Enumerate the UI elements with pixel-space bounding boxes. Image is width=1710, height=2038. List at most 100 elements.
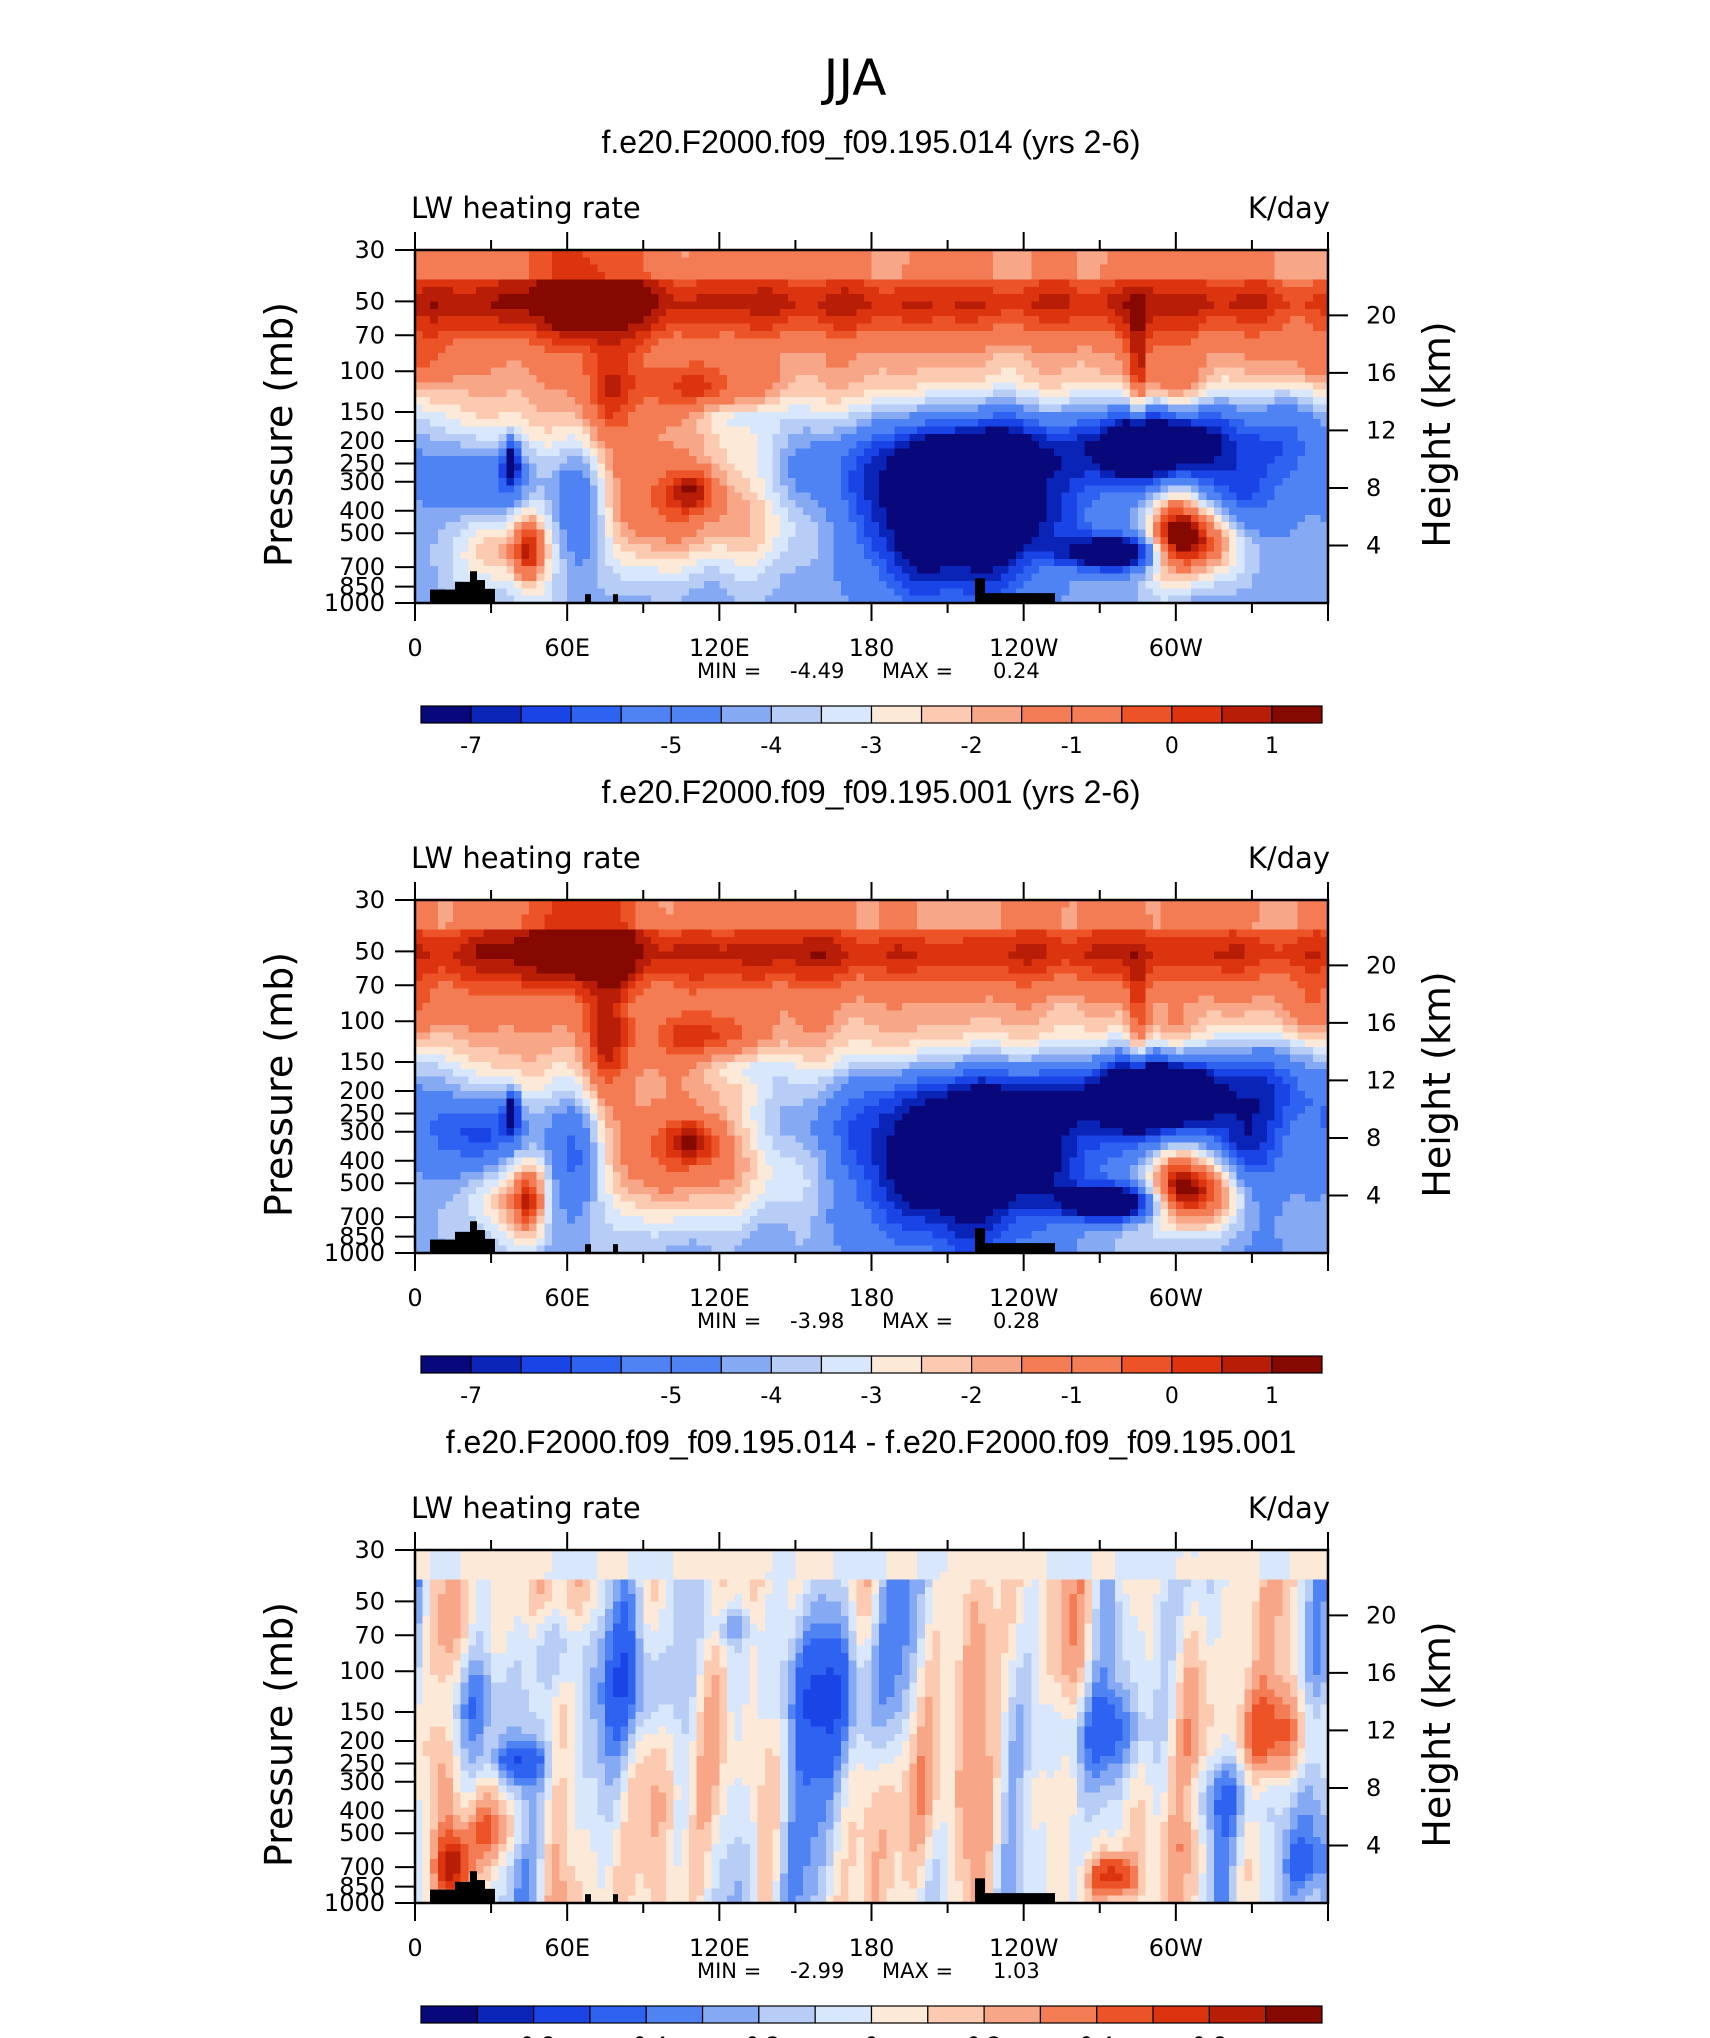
heatmap-cell bbox=[1229, 463, 1237, 471]
heatmap-cell bbox=[864, 507, 872, 515]
heatmap-cell bbox=[910, 500, 918, 508]
heatmap-cell bbox=[742, 529, 750, 537]
heatmap-cell bbox=[476, 529, 484, 537]
heatmap-cell bbox=[864, 331, 872, 339]
heatmap-cell bbox=[1168, 507, 1176, 515]
heatmap-cell bbox=[788, 529, 796, 537]
heatmap-cell bbox=[567, 485, 575, 493]
heatmap-cell bbox=[864, 316, 872, 324]
heatmap-cell bbox=[552, 441, 560, 449]
heatmap-cell bbox=[1153, 515, 1161, 523]
heatmap-cell bbox=[1275, 338, 1283, 346]
heatmap-cell bbox=[925, 544, 933, 552]
heatmap-cell bbox=[681, 257, 689, 265]
heatmap-cell bbox=[1016, 272, 1024, 280]
heatmap-cell bbox=[499, 449, 507, 457]
heatmap-cell bbox=[1031, 368, 1039, 376]
heatmap-cell bbox=[666, 434, 674, 442]
heatmap-cell bbox=[1305, 537, 1313, 545]
heatmap-cell bbox=[438, 552, 446, 560]
heatmap-cell bbox=[1039, 515, 1047, 523]
heatmap-cell bbox=[514, 552, 522, 560]
heatmap-cell bbox=[590, 456, 598, 464]
heatmap-cell bbox=[1313, 404, 1321, 412]
heatmap-cell bbox=[902, 324, 910, 332]
heatmap-cell bbox=[773, 434, 781, 442]
heatmap-cell bbox=[598, 368, 606, 376]
heatmap-cell bbox=[849, 287, 857, 295]
heatmap-cell bbox=[483, 404, 491, 412]
heatmap-cell bbox=[765, 544, 773, 552]
heatmap-cell bbox=[765, 522, 773, 530]
heatmap-cell bbox=[712, 404, 720, 412]
heatmap-cell bbox=[1069, 368, 1077, 376]
heatmap-cell bbox=[704, 552, 712, 560]
heatmap-cell bbox=[719, 353, 727, 361]
heatmap-cell bbox=[1145, 368, 1153, 376]
heatmap-cell bbox=[1130, 272, 1138, 280]
heatmap-cell bbox=[780, 463, 788, 471]
heatmap-cell bbox=[1054, 360, 1062, 368]
heatmap-cell bbox=[765, 346, 773, 354]
heatmap-cell bbox=[1229, 515, 1237, 523]
heatmap-cell bbox=[940, 537, 948, 545]
heatmap-cell bbox=[1092, 544, 1100, 552]
heatmap-cell bbox=[940, 324, 948, 332]
heatmap-cell bbox=[1221, 360, 1229, 368]
heatmap-cell bbox=[537, 331, 545, 339]
heatmap-cell bbox=[544, 390, 552, 398]
heatmap-cell bbox=[1031, 390, 1039, 398]
heatmap-cell bbox=[910, 493, 918, 501]
heatmap-cell bbox=[1085, 368, 1093, 376]
heatmap-cell bbox=[1062, 427, 1070, 435]
heatmap-cell bbox=[872, 331, 880, 339]
heatmap-cell bbox=[1054, 463, 1062, 471]
heatmap-cell bbox=[1260, 463, 1268, 471]
heatmap-cell bbox=[1214, 346, 1222, 354]
heatmap-cell bbox=[1206, 382, 1214, 390]
heatmap-cell bbox=[1024, 493, 1032, 501]
heatmap-cell bbox=[598, 463, 606, 471]
heatmap-cell bbox=[1191, 522, 1199, 530]
heatmap-cell bbox=[978, 537, 986, 545]
heatmap-cell bbox=[1062, 434, 1070, 442]
heatmap-cell bbox=[727, 434, 735, 442]
heatmap-cell bbox=[887, 397, 895, 405]
heatmap-cell bbox=[1100, 272, 1108, 280]
heatmap-cell bbox=[1069, 434, 1077, 442]
heatmap-cell bbox=[1145, 360, 1153, 368]
heatmap-cell bbox=[742, 375, 750, 383]
heatmap-cell bbox=[1085, 404, 1093, 412]
heatmap-cell bbox=[765, 331, 773, 339]
heatmap-cell bbox=[993, 338, 1001, 346]
heatmap-cell bbox=[628, 279, 636, 287]
heatmap-cell bbox=[453, 478, 461, 486]
heatmap-cell bbox=[864, 522, 872, 530]
heatmap-cell bbox=[818, 507, 826, 515]
heatmap-cell bbox=[438, 346, 446, 354]
heatmap-cell bbox=[948, 522, 956, 530]
heatmap-cell bbox=[1313, 368, 1321, 376]
heatmap-cell bbox=[529, 478, 537, 486]
heatmap-cell bbox=[750, 441, 758, 449]
heatmap-cell bbox=[1282, 434, 1290, 442]
heatmap-cell bbox=[1290, 427, 1298, 435]
heatmap-cell bbox=[1123, 427, 1131, 435]
heatmap-cell bbox=[719, 456, 727, 464]
heatmap-cell bbox=[970, 544, 978, 552]
heatmap-cell bbox=[1054, 272, 1062, 280]
heatmap-cell bbox=[780, 368, 788, 376]
heatmap-cell bbox=[529, 427, 537, 435]
heatmap-cell bbox=[1054, 441, 1062, 449]
heatmap-cell bbox=[544, 537, 552, 545]
heatmap-cell bbox=[742, 397, 750, 405]
heatmap-cell bbox=[514, 353, 522, 361]
heatmap-cell bbox=[575, 346, 583, 354]
heatmap-cell bbox=[613, 331, 621, 339]
heatmap-cell bbox=[1168, 301, 1176, 309]
heatmap-cell bbox=[963, 346, 971, 354]
heatmap-cell bbox=[1138, 434, 1146, 442]
heatmap-cell bbox=[430, 552, 438, 560]
heatmap-cell bbox=[506, 309, 514, 317]
heatmap-cell bbox=[552, 331, 560, 339]
